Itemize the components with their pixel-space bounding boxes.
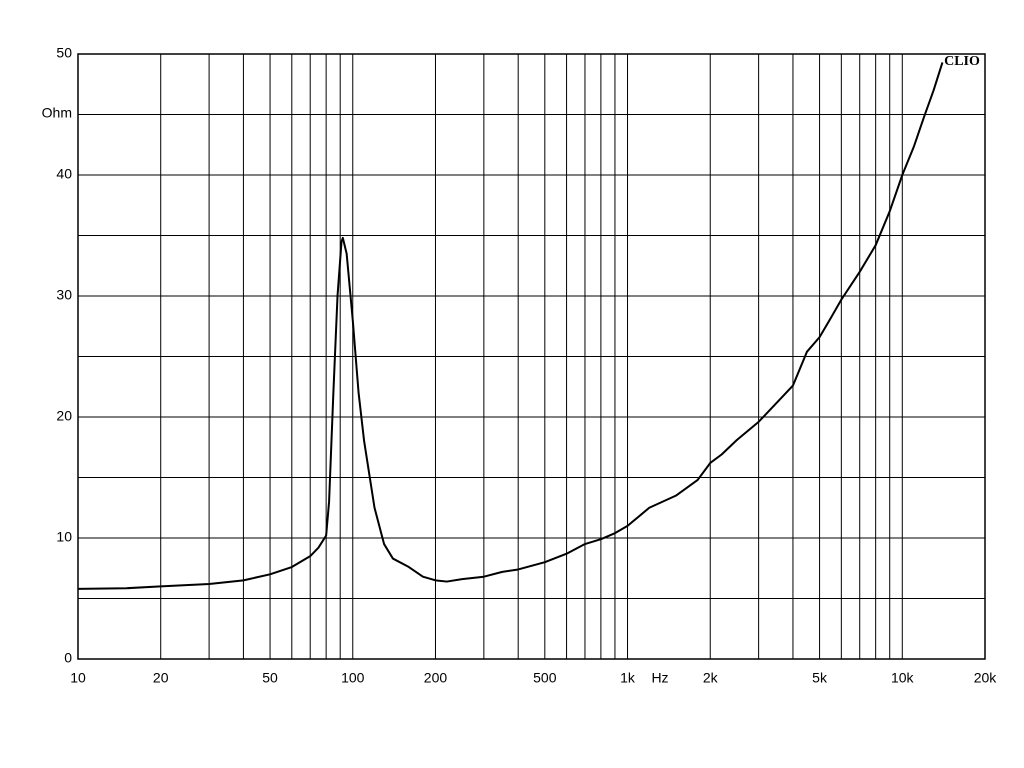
x-tick-label: 100 bbox=[341, 670, 365, 686]
y-tick-label: 40 bbox=[56, 166, 72, 182]
x-tick-label: 20 bbox=[153, 670, 169, 686]
x-tick-label: 1k bbox=[620, 670, 636, 686]
x-tick-label: 20k bbox=[974, 670, 998, 686]
x-tick-label: 5k bbox=[812, 670, 828, 686]
y-tick-label: 0 bbox=[64, 650, 72, 666]
x-tick-label: 200 bbox=[424, 670, 448, 686]
x-tick-label: 50 bbox=[262, 670, 278, 686]
y-tick-label: 20 bbox=[56, 408, 72, 424]
annotation: CLIO bbox=[944, 54, 980, 69]
x-tick-label: 500 bbox=[533, 670, 557, 686]
y-tick-label: 30 bbox=[56, 287, 72, 303]
x-tick-label: 10 bbox=[70, 670, 86, 686]
x-tick-label: 2k bbox=[703, 670, 719, 686]
plot-frame bbox=[77, 53, 986, 660]
y-axis-label: Ohm bbox=[42, 105, 72, 121]
y-tick-label: 50 bbox=[56, 45, 72, 61]
y-tick-label: 10 bbox=[56, 529, 72, 545]
x-axis-label: Hz bbox=[651, 670, 668, 686]
x-tick-label: 10k bbox=[891, 670, 915, 686]
impedance-curve bbox=[77, 62, 944, 590]
